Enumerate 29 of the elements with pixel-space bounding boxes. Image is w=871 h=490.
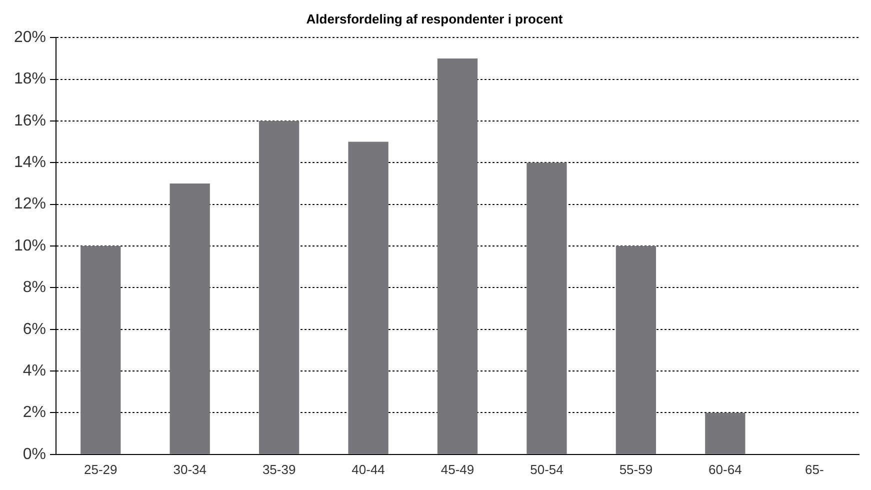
- x-tick-label: 45-49: [440, 462, 474, 477]
- x-tick-label: 55-59: [619, 462, 653, 477]
- bar: [259, 120, 300, 454]
- bar: [170, 183, 210, 454]
- bar: [80, 246, 121, 454]
- y-tick-label: 2%: [22, 404, 46, 422]
- bar: [348, 142, 388, 454]
- y-tick-label: 6%: [22, 320, 46, 338]
- bar: [437, 58, 478, 454]
- chart-title: Aldersfordeling af respondenter i procent: [306, 11, 564, 26]
- y-tick-label: 20%: [14, 29, 46, 46]
- x-tick-label: 25-29: [84, 462, 118, 477]
- x-tick-label: 30-34: [173, 462, 206, 477]
- x-tick-label: 40-44: [352, 462, 385, 477]
- y-tick-label: 10%: [14, 237, 46, 254]
- y-tick-label: 8%: [22, 279, 46, 296]
- x-tick-label: 60-64: [708, 462, 742, 477]
- y-tick-label: 16%: [14, 112, 46, 130]
- bar: [526, 162, 567, 454]
- bar: [705, 412, 746, 454]
- y-tick-label: 18%: [14, 70, 46, 88]
- x-tick-label: 35-39: [262, 462, 296, 477]
- y-tick-label: 4%: [22, 362, 46, 380]
- x-tick-label: 65-: [804, 462, 824, 477]
- x-tick-label: 50-54: [530, 462, 564, 477]
- y-tick-label: 0%: [22, 446, 46, 463]
- bar: [616, 246, 656, 454]
- y-tick-label: 14%: [14, 154, 46, 172]
- y-tick-label: 12%: [14, 196, 46, 213]
